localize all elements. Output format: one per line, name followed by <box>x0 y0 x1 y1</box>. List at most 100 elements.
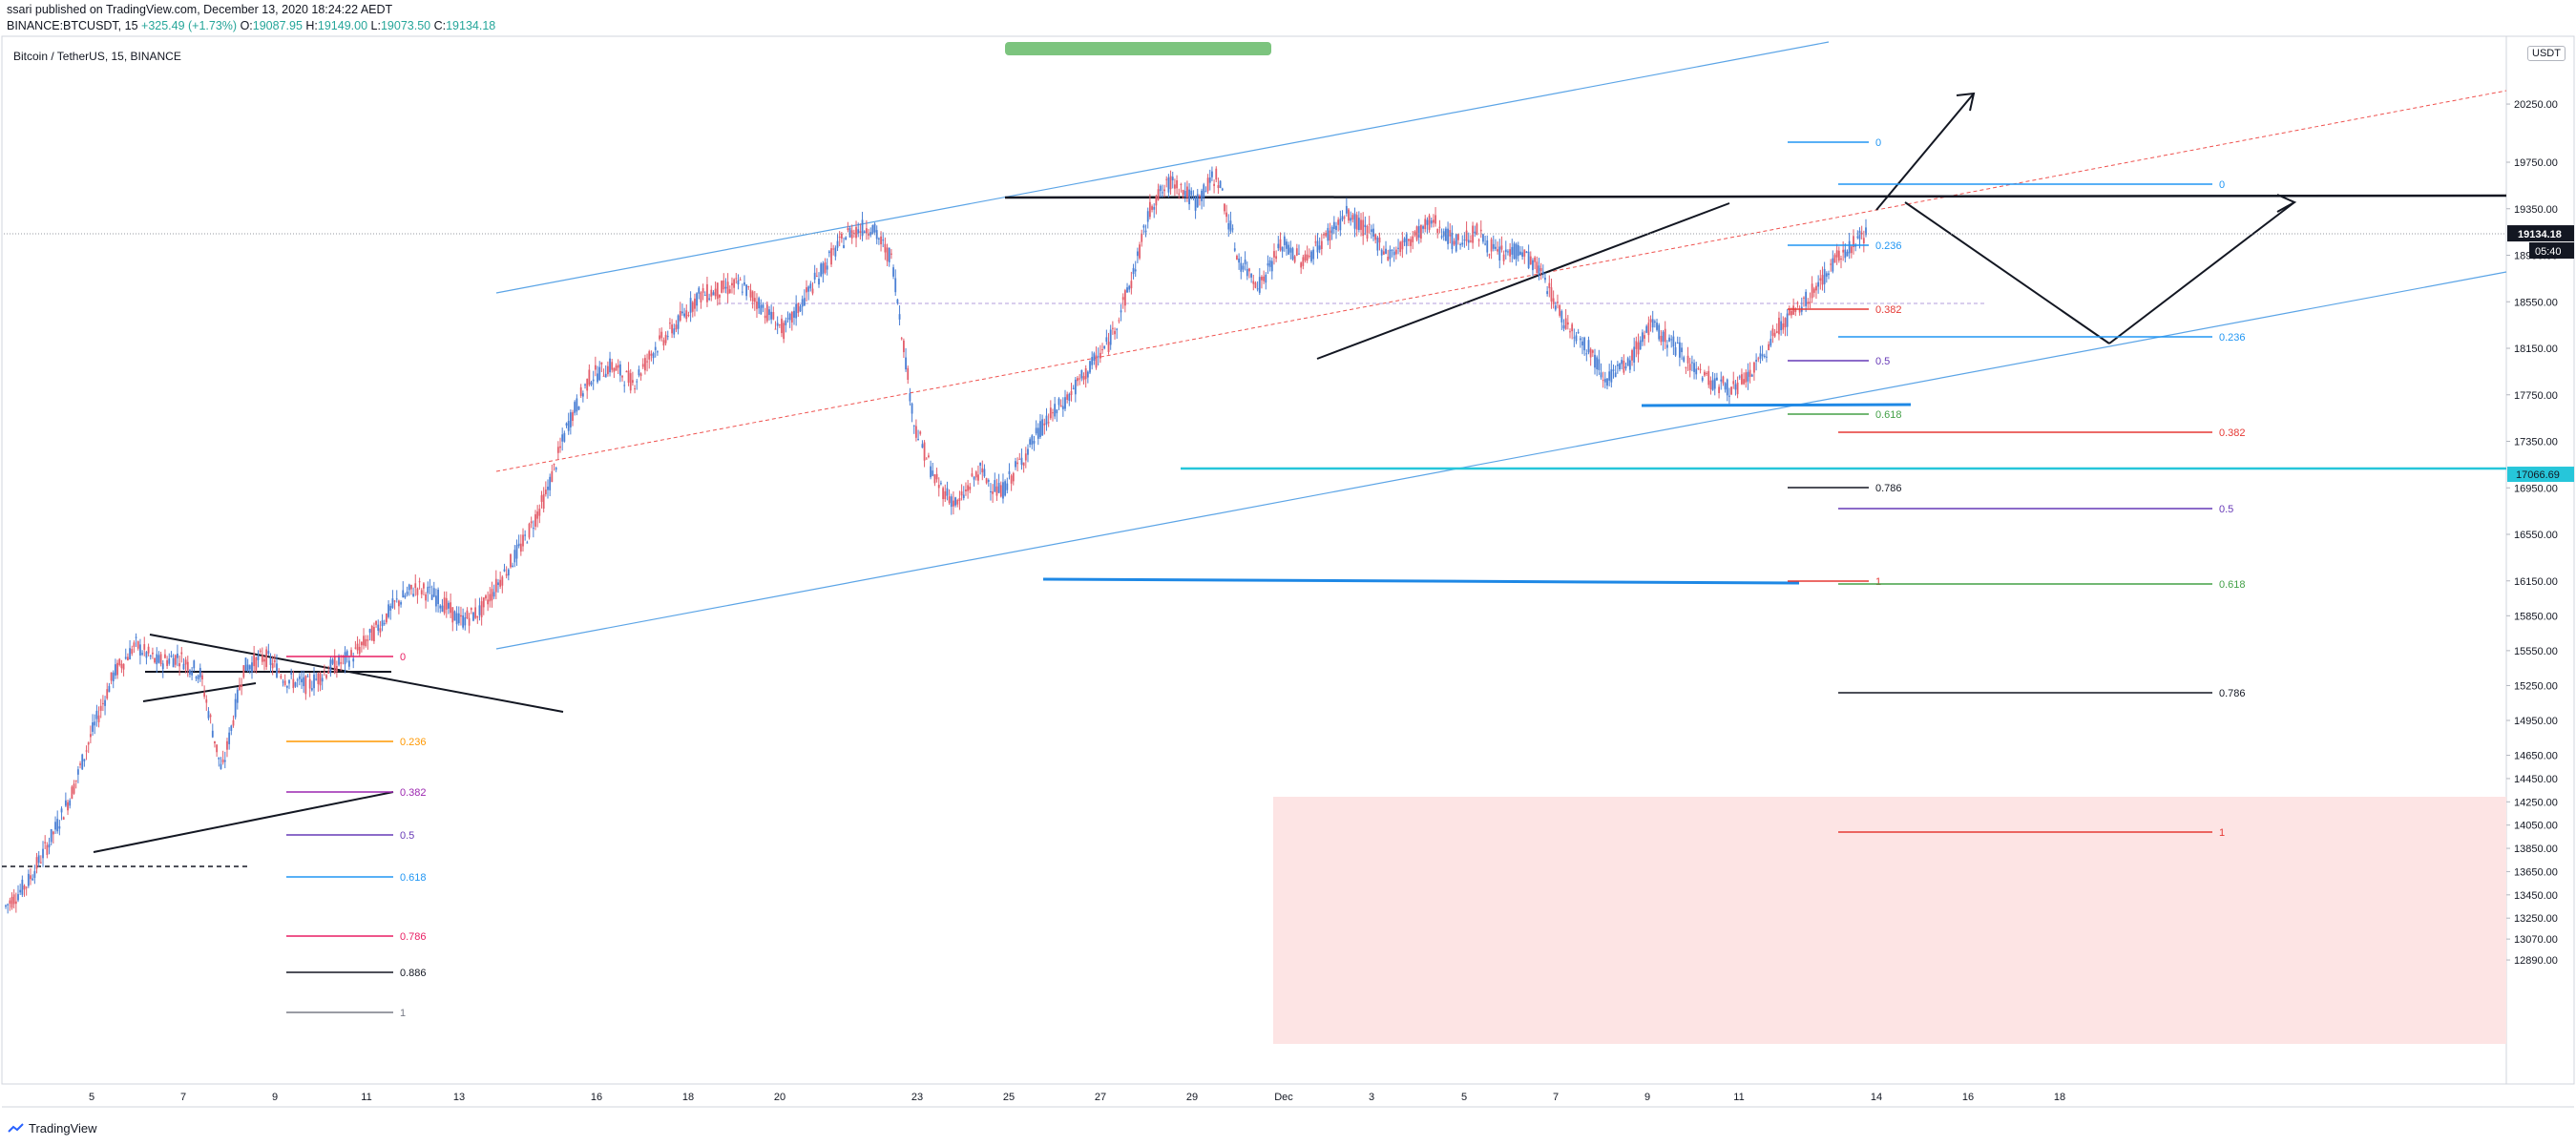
candle-body <box>888 247 890 262</box>
candle-body <box>19 889 22 893</box>
candle-body <box>629 373 632 391</box>
candle-body <box>1178 193 1181 195</box>
candle-body <box>1391 249 1393 251</box>
candle-body <box>1161 192 1163 194</box>
candle-body <box>410 584 412 590</box>
candle-body <box>64 800 67 806</box>
candle-body <box>1690 362 1693 364</box>
candle-body <box>507 569 510 576</box>
candle-body <box>836 240 839 248</box>
candle-body <box>298 676 301 679</box>
candle-body <box>597 373 598 383</box>
candle-body <box>1497 249 1499 252</box>
candle-body <box>1517 244 1519 257</box>
candle-body <box>478 605 481 615</box>
open-value: 19087.95 <box>252 19 303 32</box>
candle-body <box>395 598 398 600</box>
candle-body <box>1208 177 1211 183</box>
candle-body <box>1631 350 1633 361</box>
candle-body <box>23 886 26 890</box>
candle-body <box>443 597 446 614</box>
footer-brand[interactable]: TradingView <box>8 1121 97 1136</box>
candle-body <box>290 672 293 675</box>
candle-body <box>928 455 930 457</box>
candle-body <box>820 263 823 277</box>
candle-body <box>1134 269 1137 272</box>
candle-body <box>1521 252 1524 258</box>
candle-body <box>383 623 386 625</box>
candle-body <box>257 655 260 660</box>
candle-body <box>1509 249 1512 257</box>
candle-body <box>865 228 868 234</box>
candle-body <box>1449 230 1452 237</box>
candle-body <box>184 659 187 665</box>
publish-info: ssari published on TradingView.com, Dece… <box>7 3 393 16</box>
candle-body <box>1132 267 1135 275</box>
candle-body <box>1608 371 1611 381</box>
y-tick-label: 13450.00 <box>2514 890 2558 902</box>
candle-body <box>1587 340 1590 353</box>
candle-body <box>807 286 810 292</box>
candle-body <box>503 569 506 572</box>
candle-body <box>67 802 69 811</box>
candle-body <box>1594 354 1596 368</box>
candle-body <box>909 393 911 402</box>
candle-body <box>1345 205 1348 214</box>
candle-body <box>356 643 359 651</box>
currency-badge[interactable]: USDT <box>2527 46 2566 61</box>
current-price-text: 19134.18 <box>2518 229 2562 240</box>
candle-body <box>561 434 564 442</box>
y-tick-label: 13250.00 <box>2514 913 2558 925</box>
candle-body <box>1136 251 1139 257</box>
candle-body <box>921 444 924 448</box>
candle-body <box>1536 261 1539 274</box>
candle-body <box>1502 254 1505 261</box>
candle-body <box>393 600 396 602</box>
projection-down <box>1904 201 2110 344</box>
candle-body <box>1538 265 1540 277</box>
candle-body <box>1268 260 1271 267</box>
candle-body <box>464 616 467 626</box>
candle-body <box>1796 302 1799 304</box>
candle-body <box>381 620 384 627</box>
level-badge-text: 17066.69 <box>2516 469 2560 481</box>
candle-body <box>1858 230 1861 240</box>
candle-body <box>501 576 504 586</box>
candle-body <box>1325 232 1328 237</box>
candle-body <box>1763 355 1766 358</box>
candle-body <box>1546 291 1549 295</box>
candle-body <box>675 324 678 330</box>
candle-body <box>1109 329 1112 345</box>
candle-body <box>1575 335 1578 342</box>
candle-body <box>101 702 104 705</box>
candle-body <box>189 670 191 675</box>
candle-body <box>12 894 15 905</box>
candle-body <box>1688 364 1691 371</box>
candle-body <box>124 656 127 659</box>
candle-body <box>716 282 719 300</box>
candle-body <box>723 280 725 290</box>
candle-body <box>1527 251 1530 268</box>
candle-body <box>1043 423 1046 426</box>
candle-body <box>1825 273 1828 277</box>
candle-body <box>99 705 102 711</box>
ohlc-line: BINANCE:BTCUSDT, 15 +325.49 (+1.73%) O:1… <box>7 19 495 32</box>
candle-body <box>283 680 286 685</box>
candle-body <box>197 675 199 679</box>
candle-body <box>489 594 492 602</box>
candle-body <box>706 283 708 302</box>
candle-body <box>613 367 616 372</box>
candle-body <box>1495 246 1497 249</box>
ascending-trendline <box>1316 202 1730 360</box>
candle-body <box>664 334 667 344</box>
candle-body <box>267 651 270 655</box>
candle-body <box>567 421 570 431</box>
candle-body <box>861 219 864 237</box>
candle-body <box>1842 249 1845 253</box>
candle-body <box>1794 308 1797 312</box>
candle-body <box>182 663 185 670</box>
candle-body <box>995 486 998 496</box>
candle-body <box>1730 386 1732 395</box>
candle-body <box>1291 248 1294 260</box>
